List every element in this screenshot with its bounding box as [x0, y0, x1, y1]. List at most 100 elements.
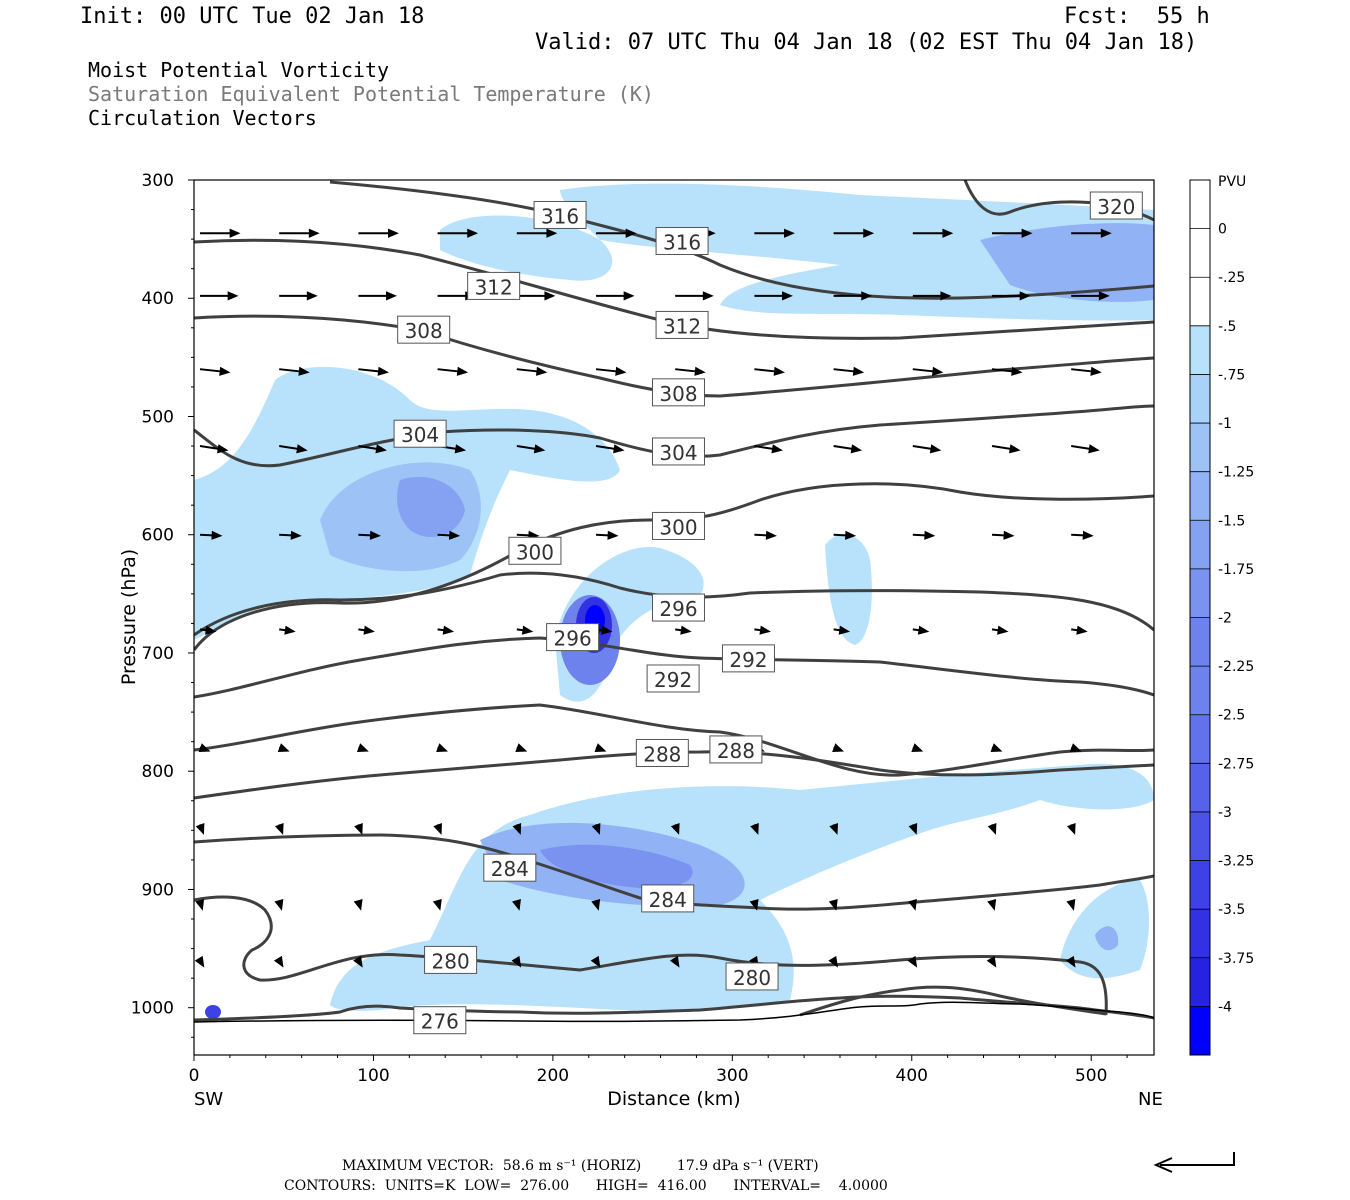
contour-line: [194, 703, 1154, 777]
contours-note: CONTOURS: UNITS=K LOW= 276.00 HIGH= 416.…: [284, 1178, 888, 1194]
contour-labels: 316 316 320 312 312 308 308 304 304 300 300 296 296 2…: [393, 191, 1143, 1035]
contour-label: 316: [655, 226, 709, 255]
vector-arrow: [907, 955, 918, 968]
colorbar-swatch: [1190, 568, 1210, 618]
vector-arrow: [194, 955, 205, 968]
contour-label-text: 308: [659, 382, 697, 406]
pv-region-upper-left: [440, 215, 613, 281]
vector-arrow: [833, 228, 875, 238]
vector-arrow: [1071, 444, 1100, 454]
vector-arrow: [279, 444, 308, 454]
vector-arrow: [1071, 625, 1088, 635]
vector-arrow: [833, 444, 863, 454]
contour-label-text: 288: [717, 739, 755, 763]
contour-label-box: [413, 1006, 467, 1035]
vector-arrow: [274, 822, 284, 835]
contour-label-box: [1089, 191, 1143, 220]
x-tick-label: 400: [896, 1066, 928, 1086]
colorbar-swatch: [1190, 811, 1210, 862]
vector-arrow: [358, 291, 397, 301]
vector-arrow: [356, 743, 369, 752]
contour-label-box: [651, 511, 705, 540]
vector-arrow: [512, 898, 521, 911]
vector-arrow: [992, 228, 1033, 238]
contour-label: 284: [483, 853, 537, 882]
pv-region-upper-right: [560, 183, 1154, 321]
contour-label-box: [641, 884, 695, 913]
vector-arrow: [750, 822, 759, 835]
colorbar-swatch: [1190, 909, 1210, 959]
contour-label: 288: [709, 735, 763, 764]
vector-arrow: [833, 530, 857, 540]
y-tick-label: 400: [142, 289, 174, 309]
contour-label: 280: [725, 962, 779, 991]
contour-label: 288: [635, 738, 689, 767]
y-tick-label: 500: [142, 407, 174, 427]
colorbar-label: -2: [1218, 611, 1232, 627]
contour-line: [194, 482, 1154, 651]
vector-arrow: [911, 743, 924, 752]
colorbar-swatch: [1190, 714, 1210, 764]
y-tick-label: 800: [142, 762, 174, 782]
pv-surface-spot: [205, 1005, 221, 1019]
valid-time: Valid: 07 UTC Thu 04 Jan 18 (02 EST Thu …: [535, 30, 1198, 55]
vector-arrow: [1065, 955, 1076, 968]
colorbar-label: -.5: [1218, 319, 1236, 335]
colorbar-label: -1.25: [1218, 465, 1254, 481]
contour-label-box: [397, 315, 451, 344]
vector-arrow: [987, 822, 997, 835]
contour-label-box: [393, 419, 447, 448]
vector-arrow: [596, 291, 635, 301]
contour-label-text: 292: [729, 648, 767, 672]
vector-arrow: [516, 625, 534, 635]
contour-label-text: 320: [1097, 195, 1135, 219]
colorbar-swatch: [1190, 374, 1210, 424]
vector-arrow: [516, 444, 546, 454]
contour-label-text: 308: [405, 319, 443, 343]
vector-arrow: [833, 366, 865, 376]
vector-arrow: [749, 898, 759, 911]
colorbar-label: -3.5: [1218, 902, 1245, 918]
x-end-right: NE: [1138, 1089, 1163, 1110]
y-tick-label: 600: [142, 526, 174, 546]
contour-label-box: [508, 536, 562, 565]
vector-arrow: [595, 366, 627, 376]
contour-label-box: [533, 200, 587, 229]
vector-arrow: [912, 530, 936, 540]
vector-arrow: [833, 625, 851, 635]
colorbar-swatch: [1190, 423, 1210, 473]
pv-region-jet-core: [397, 476, 465, 538]
colorbar-swatch: [1190, 860, 1210, 910]
colorbar-title: PVU: [1218, 174, 1246, 190]
colorbar-swatch: [1190, 471, 1210, 521]
vector-arrow: [515, 743, 528, 752]
vector-arrow: [908, 822, 918, 835]
vector-arrow: [432, 898, 442, 911]
vector-arrow: [433, 822, 442, 835]
contour-line: [194, 895, 1108, 1016]
colorbar: 0 -.25 -.5 -.75 -1 -1.25 -1.5 -1.75 -2 -2.25 -2.5 -…: [1189, 179, 1254, 1056]
vector-arrow: [595, 530, 619, 540]
max-vector-note: MAXIMUM VECTOR: 58.6 m s⁻¹ (HORIZ) 17.9 …: [342, 1158, 819, 1174]
x-axis: 0 100 200 300 400 500: [189, 1055, 1128, 1086]
colorbar-label: -3: [1218, 805, 1232, 821]
contour-label-text: 296: [659, 597, 697, 621]
contour-label-text: 304: [659, 441, 697, 465]
contour-label: 300: [651, 511, 705, 540]
colorbar-label: -1: [1218, 416, 1232, 432]
vector-arrow: [358, 444, 387, 454]
vector-arrow: [353, 955, 363, 968]
vector-arrow: [669, 955, 680, 968]
contour-label: 292: [646, 664, 700, 693]
field-title-vectors: Circulation Vectors: [88, 106, 317, 130]
vector-arrow: [436, 743, 449, 752]
vector-arrow: [437, 366, 469, 376]
colorbar-swatch: [1190, 180, 1210, 230]
contour-label-box: [655, 226, 709, 255]
x-tick-label: 500: [1075, 1066, 1107, 1086]
contour-label-text: 276: [421, 1010, 459, 1034]
contour-label-box: [651, 593, 705, 622]
contour-label: 312: [467, 271, 521, 300]
vector-arrow: [992, 291, 1031, 301]
vector-arrow: [1066, 898, 1076, 911]
